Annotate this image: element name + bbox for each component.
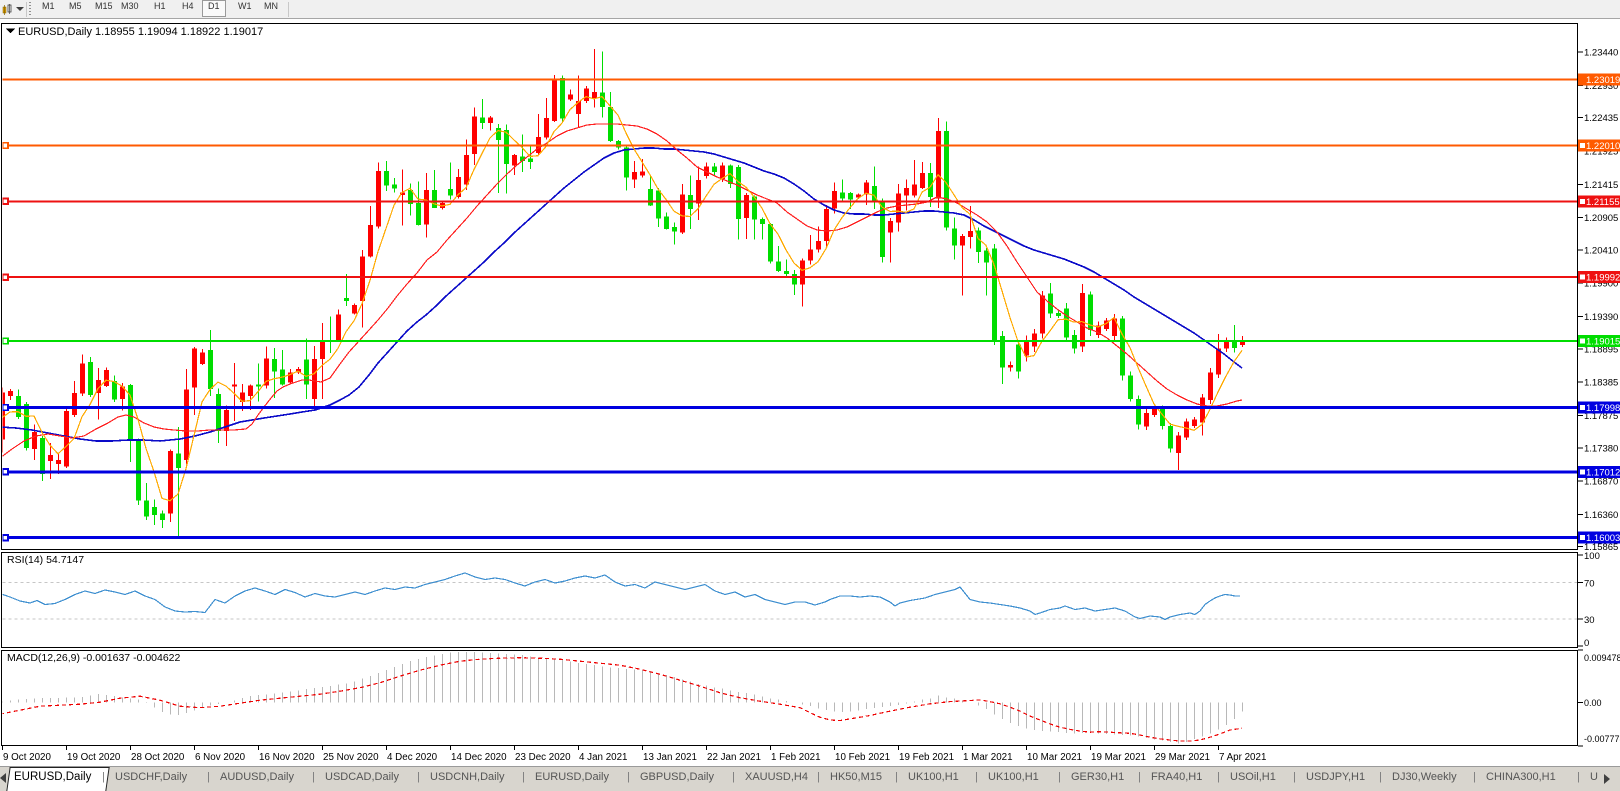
svg-text:4 Jan 2021: 4 Jan 2021 bbox=[579, 752, 627, 763]
svg-text:6 Nov 2020: 6 Nov 2020 bbox=[195, 752, 246, 763]
svg-text:1.19992: 1.19992 bbox=[1586, 273, 1620, 284]
svg-text:0.009478: 0.009478 bbox=[1584, 653, 1620, 663]
svg-text:1.22010: 1.22010 bbox=[1586, 141, 1620, 152]
svg-text:1.23019: 1.23019 bbox=[1586, 75, 1620, 86]
svg-text:1 Feb 2021: 1 Feb 2021 bbox=[771, 752, 821, 763]
svg-text:23 Dec 2020: 23 Dec 2020 bbox=[515, 752, 571, 763]
svg-text:1.21415: 1.21415 bbox=[1584, 180, 1618, 191]
svg-text:19 Oct 2020: 19 Oct 2020 bbox=[67, 752, 121, 763]
svg-text:28 Oct 2020: 28 Oct 2020 bbox=[131, 752, 185, 763]
svg-text:1.21155: 1.21155 bbox=[1586, 197, 1620, 208]
svg-text:0: 0 bbox=[1584, 638, 1589, 649]
svg-text:1 Mar 2021: 1 Mar 2021 bbox=[963, 752, 1013, 763]
svg-text:1.17998: 1.17998 bbox=[1586, 403, 1620, 414]
svg-text:25 Nov 2020: 25 Nov 2020 bbox=[323, 752, 379, 763]
svg-text:1.17380: 1.17380 bbox=[1584, 443, 1618, 454]
svg-text:1.19390: 1.19390 bbox=[1584, 312, 1618, 323]
svg-text:1.18385: 1.18385 bbox=[1584, 378, 1618, 389]
svg-text:1.16870: 1.16870 bbox=[1584, 477, 1618, 488]
svg-text:70: 70 bbox=[1584, 578, 1595, 589]
svg-text:30: 30 bbox=[1584, 615, 1595, 626]
svg-text:7 Apr 2021: 7 Apr 2021 bbox=[1219, 752, 1266, 763]
svg-text:1.18895: 1.18895 bbox=[1584, 344, 1618, 355]
svg-text:RSI(14) 54.7147: RSI(14) 54.7147 bbox=[7, 554, 84, 566]
svg-text:1.20905: 1.20905 bbox=[1584, 213, 1618, 224]
svg-text:0.00: 0.00 bbox=[1584, 698, 1602, 708]
svg-text:1.22930: 1.22930 bbox=[1584, 81, 1618, 92]
svg-text:13 Jan 2021: 13 Jan 2021 bbox=[643, 752, 697, 763]
svg-text:1.19900: 1.19900 bbox=[1584, 279, 1618, 290]
svg-text:1.15865: 1.15865 bbox=[1584, 542, 1618, 553]
svg-text:4 Dec 2020: 4 Dec 2020 bbox=[387, 752, 438, 763]
svg-text:MACD(12,26,9) -0.001637 -0.004: MACD(12,26,9) -0.001637 -0.004622 bbox=[7, 652, 181, 664]
svg-text:10 Feb 2021: 10 Feb 2021 bbox=[835, 752, 890, 763]
svg-text:10 Mar 2021: 10 Mar 2021 bbox=[1027, 752, 1082, 763]
svg-text:9 Oct 2020: 9 Oct 2020 bbox=[3, 752, 51, 763]
svg-text:19 Feb 2021: 19 Feb 2021 bbox=[899, 752, 954, 763]
svg-text:1.21925: 1.21925 bbox=[1584, 147, 1618, 158]
svg-text:1.16003: 1.16003 bbox=[1586, 533, 1620, 544]
svg-text:1.17012: 1.17012 bbox=[1586, 467, 1620, 478]
svg-text:1.16360: 1.16360 bbox=[1584, 510, 1618, 521]
svg-text:1.19015: 1.19015 bbox=[1586, 337, 1620, 348]
svg-text:29 Mar 2021: 29 Mar 2021 bbox=[1155, 752, 1210, 763]
svg-text:1.17875: 1.17875 bbox=[1584, 411, 1618, 422]
svg-text:1.23440: 1.23440 bbox=[1584, 48, 1618, 59]
svg-text:14 Dec 2020: 14 Dec 2020 bbox=[451, 752, 507, 763]
svg-text:1.22435: 1.22435 bbox=[1584, 113, 1618, 124]
svg-text:EURUSD,Daily 1.18955 1.19094: EURUSD,Daily 1.18955 1.19094 1.18922 1.1… bbox=[18, 26, 263, 38]
svg-text:16 Nov 2020: 16 Nov 2020 bbox=[259, 752, 315, 763]
svg-text:22 Jan 2021: 22 Jan 2021 bbox=[707, 752, 761, 763]
svg-text:-0.007778: -0.007778 bbox=[1584, 734, 1620, 744]
svg-text:1.20410: 1.20410 bbox=[1584, 245, 1618, 256]
svg-text:19 Mar 2021: 19 Mar 2021 bbox=[1091, 752, 1146, 763]
svg-text:100: 100 bbox=[1584, 551, 1600, 562]
